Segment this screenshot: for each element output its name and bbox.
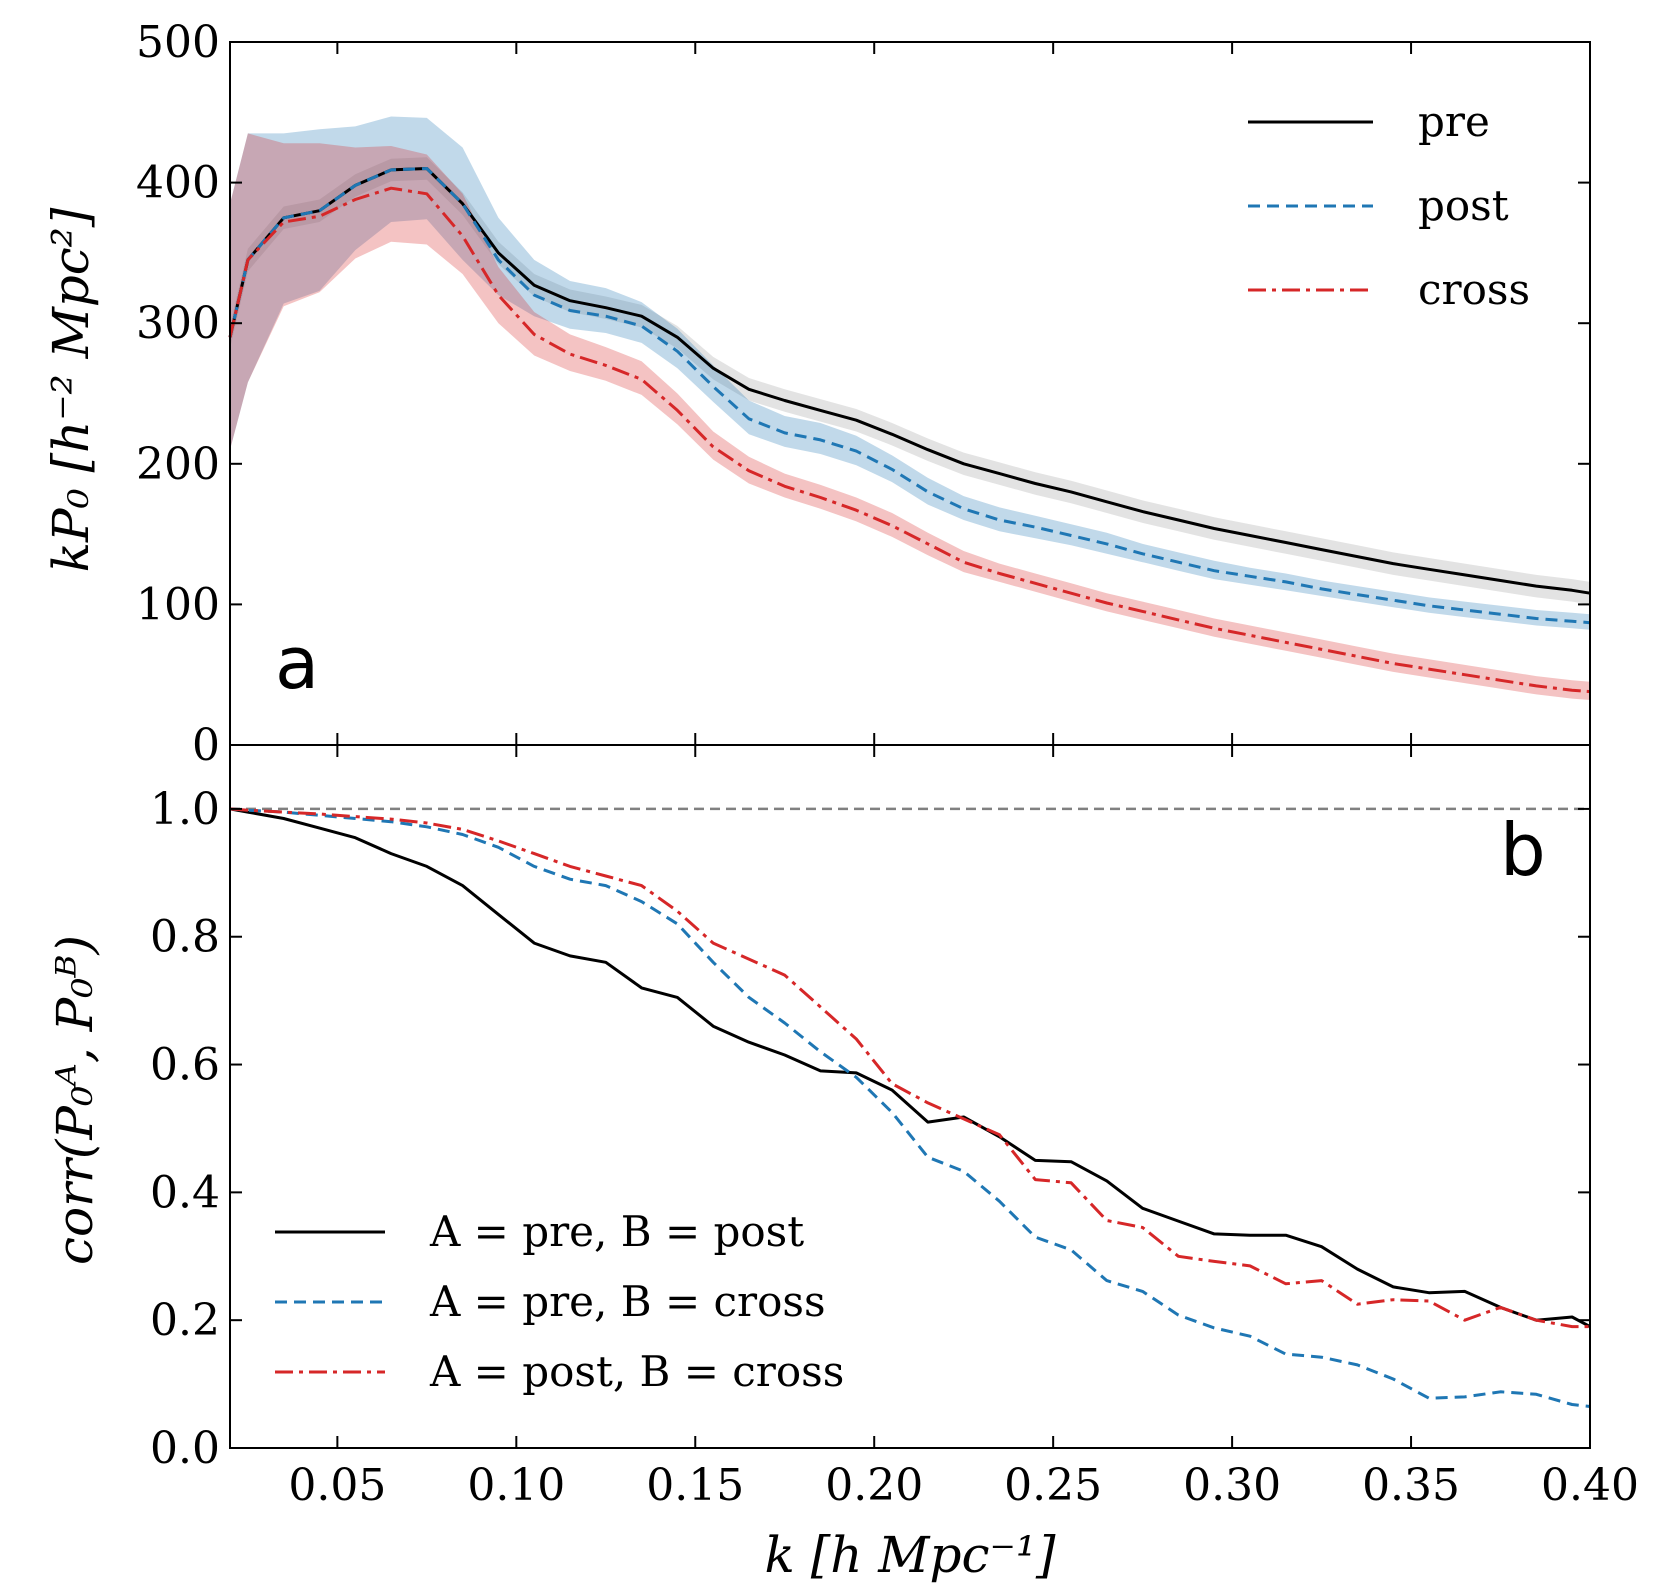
legend-label: A = pre, B = post	[429, 1207, 804, 1256]
band-cross	[230, 133, 1590, 700]
y-tick-label: 0.6	[150, 1040, 220, 1091]
panel-a-ticks: 0 100 200 300 400 500	[136, 17, 1591, 771]
panel-b: 0.0 0.2 0.4 0.6 0.8 1.0 0.05 0.10 0.15 0.20 0.25 0.…	[46, 744, 1639, 1511]
x-tick-label: 0.35	[1362, 1460, 1460, 1511]
x-tick-label: 0.05	[288, 1460, 386, 1511]
panel-a-letter: a	[275, 621, 319, 705]
x-tick-label: 0.10	[467, 1460, 565, 1511]
legend-label: post	[1418, 181, 1509, 230]
y-tick-label: 0.2	[150, 1295, 220, 1346]
panel-a-lines	[228, 167, 1591, 694]
x-axis-label: k [h Mpc⁻¹]	[765, 1526, 1056, 1584]
series-line-2	[229, 807, 1591, 1408]
y-tick-label: 0.4	[150, 1167, 220, 1218]
panel-a-legend: pre post cross	[1248, 97, 1530, 314]
y-tick-label: 500	[136, 17, 220, 68]
panel-b-frame	[229, 744, 1591, 1449]
panel-a-y-axis-label: kP₀ [h⁻² Mpc²]	[42, 207, 100, 572]
x-tick-label: 0.25	[1004, 1460, 1102, 1511]
panel-a: 0 100 200 300 400 500 kP₀ [h⁻² Mpc²] a pre pos…	[42, 17, 1591, 771]
series-line-1	[229, 807, 1591, 1328]
panel-a-error-bands	[230, 116, 1590, 700]
y-tick-label: 200	[136, 439, 220, 490]
legend-label: A = post, B = cross	[429, 1347, 844, 1396]
y-tick-label: 100	[136, 579, 220, 630]
legend-label: pre	[1418, 97, 1490, 146]
y-tick-label: 0.0	[150, 1423, 220, 1474]
y-tick-label: 0.8	[150, 912, 220, 963]
panel-b-lines	[229, 807, 1591, 1408]
panel-b-ticks: 0.0 0.2 0.4 0.6 0.8 1.0 0.05 0.10 0.15 0.20 0.25 0.…	[150, 745, 1639, 1511]
band-post	[230, 116, 1590, 630]
x-tick-label: 0.40	[1541, 1460, 1639, 1511]
series-line-3	[229, 807, 1590, 1329]
y-tick-label: 400	[136, 158, 220, 209]
y-tick-label: 1.0	[150, 784, 220, 835]
series-line-2	[228, 167, 1591, 625]
legend-label: cross	[1418, 265, 1530, 314]
y-tick-label: 0	[192, 720, 220, 771]
legend-label: A = pre, B = cross	[429, 1277, 826, 1326]
x-tick-label: 0.20	[825, 1460, 923, 1511]
series-line-3	[228, 186, 1591, 694]
panel-b-letter: b	[1500, 808, 1546, 892]
y-tick-label: 300	[136, 298, 220, 349]
panel-b-y-axis-label: corr(P₀ᴬ, P₀ᴮ)	[46, 935, 104, 1265]
x-tick-label: 0.30	[1183, 1460, 1281, 1511]
panel-b-legend: A = pre, B = post A = pre, B = cross A = p…	[275, 1207, 844, 1396]
x-tick-label: 0.15	[646, 1460, 744, 1511]
